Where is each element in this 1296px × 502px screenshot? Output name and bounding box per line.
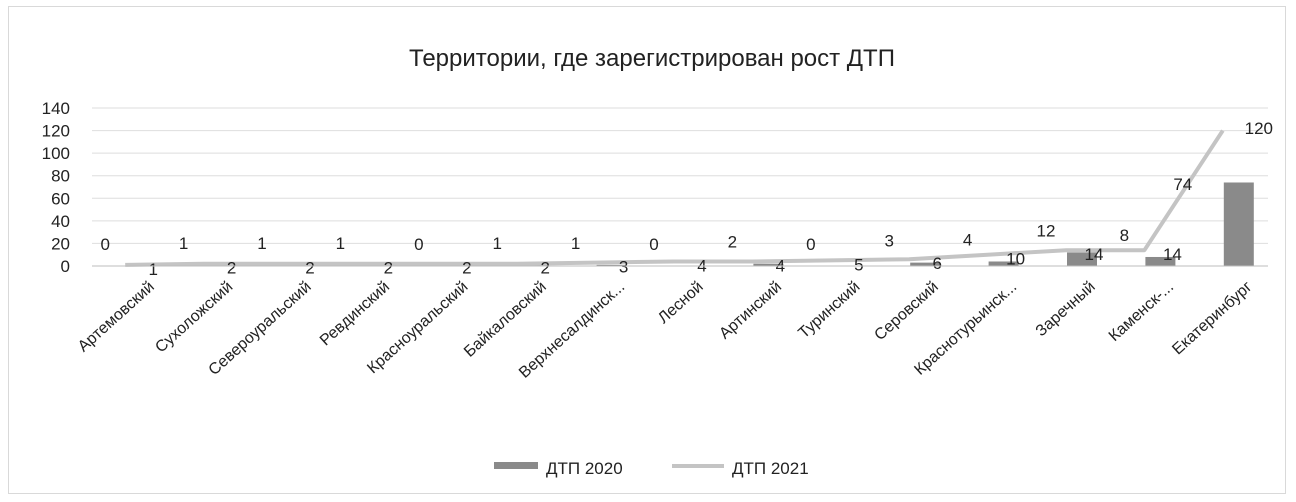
category-label: Артинский	[716, 278, 785, 342]
category-label: Ревдинский	[317, 278, 393, 349]
gridlines	[92, 107, 1268, 267]
y-tick-label: 40	[51, 212, 70, 231]
data-label-2020: 1	[571, 234, 580, 253]
chart-title: Территории, где зарегистрирован рост ДТП	[409, 45, 895, 72]
bar-2020	[1223, 182, 1254, 266]
legend-swatch-2020	[494, 462, 538, 469]
data-label-2021: 5	[854, 255, 863, 274]
data-label-2021: 2	[305, 259, 314, 278]
data-label-2020: 12	[1037, 221, 1056, 240]
line-series-2021	[125, 129, 1225, 267]
data-label-2020: 1	[257, 234, 266, 253]
data-label-2020: 0	[649, 235, 658, 254]
category-label: Артемовский	[75, 278, 158, 355]
data-label-2020: 0	[100, 235, 109, 254]
category-label: Серовский	[871, 278, 941, 344]
data-label-2021: 2	[384, 259, 393, 278]
y-tick-label: 80	[51, 167, 70, 186]
y-tick-label: 60	[51, 189, 70, 208]
data-label-2021: 10	[1006, 250, 1025, 269]
data-label-2020: 1	[179, 234, 188, 253]
data-label-2020: 74	[1173, 175, 1192, 194]
data-label-2020: 8	[1120, 226, 1129, 245]
data-label-2020: 1	[492, 234, 501, 253]
bar-2020	[1067, 252, 1097, 266]
legend-label-2020: ДТП 2020	[546, 459, 623, 478]
y-axis: 0 20 40 60 80 100 120 140	[42, 99, 70, 276]
bar-2020	[1145, 256, 1176, 266]
data-label-2021: 14	[1085, 245, 1104, 264]
data-label-2020: 0	[414, 235, 423, 254]
bar-2020	[910, 262, 941, 266]
category-label: Байкаловский	[461, 278, 550, 360]
y-tick-label: 120	[42, 122, 70, 141]
category-label: Туринский	[795, 278, 863, 342]
data-label-2021: 3	[619, 258, 628, 277]
data-label-2021: 2	[540, 259, 549, 278]
data-label-2021: 14	[1163, 245, 1182, 264]
legend-label-2021: ДТП 2021	[732, 459, 809, 478]
legend: ДТП 2020 ДТП 2021	[494, 459, 809, 478]
data-label-2021: 1	[148, 260, 157, 279]
line-2021	[125, 129, 1225, 267]
y-tick-label: 100	[42, 144, 70, 163]
data-label-2021: 6	[932, 254, 941, 273]
data-label-2020: 4	[963, 230, 972, 249]
bar-2020	[753, 263, 784, 266]
data-label-2020: 3	[884, 232, 893, 251]
data-label-2021: 2	[227, 259, 236, 278]
bar-2020	[988, 261, 1019, 266]
data-label-2020: 1	[336, 234, 345, 253]
y-tick-label: 140	[42, 99, 70, 118]
bar-2020	[596, 264, 627, 266]
category-label: Екатеринбург	[1169, 278, 1255, 358]
category-label: Сухоложский	[152, 278, 236, 356]
y-tick-label: 0	[61, 257, 70, 276]
y-tick-label: 20	[51, 234, 70, 253]
data-label-2020: 0	[806, 235, 815, 254]
data-label-2020: 2	[728, 233, 737, 252]
data-label-2021: 120	[1245, 119, 1273, 138]
category-label: Заречный	[1033, 278, 1099, 340]
data-label-2021: 2	[462, 259, 471, 278]
category-label: Каменск-...	[1106, 278, 1177, 345]
category-label: Лесной	[655, 278, 707, 327]
